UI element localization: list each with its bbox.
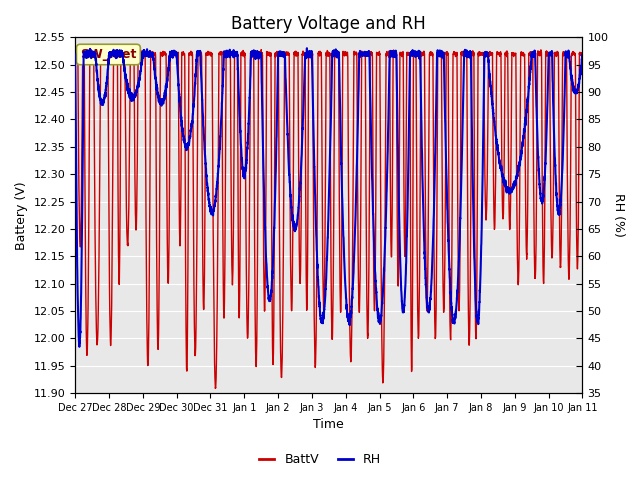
X-axis label: Time: Time bbox=[314, 419, 344, 432]
Y-axis label: Battery (V): Battery (V) bbox=[15, 181, 28, 250]
Title: Battery Voltage and RH: Battery Voltage and RH bbox=[232, 15, 426, 33]
Text: SW_met: SW_met bbox=[80, 48, 136, 61]
Legend: BattV, RH: BattV, RH bbox=[254, 448, 386, 471]
Y-axis label: RH (%): RH (%) bbox=[612, 193, 625, 237]
